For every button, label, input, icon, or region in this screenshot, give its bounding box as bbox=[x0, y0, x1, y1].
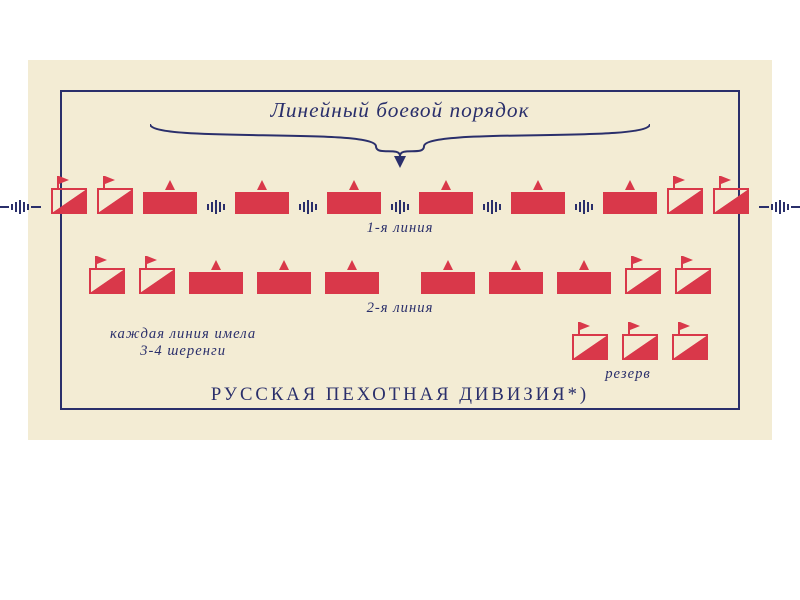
infantry-unit bbox=[489, 272, 543, 294]
advance-arrow-icon bbox=[533, 180, 543, 190]
skirmisher-icon bbox=[0, 200, 41, 214]
cavalry-flag-unit bbox=[675, 268, 711, 294]
advance-arrow-icon bbox=[443, 260, 453, 270]
advance-arrow-icon bbox=[349, 180, 359, 190]
cavalry-flag-unit bbox=[89, 268, 125, 294]
infantry-unit bbox=[327, 192, 381, 214]
advance-arrow-icon bbox=[279, 260, 289, 270]
cavalry-flag-unit bbox=[622, 334, 658, 360]
advance-arrow-icon bbox=[511, 260, 521, 270]
infantry-unit bbox=[603, 192, 657, 214]
infantry-unit bbox=[257, 272, 311, 294]
cavalry-flag-unit bbox=[713, 188, 749, 214]
infantry-unit bbox=[189, 272, 243, 294]
advance-arrow-icon bbox=[347, 260, 357, 270]
diagram-title: Линейный боевой порядок bbox=[0, 98, 800, 123]
infantry-unit bbox=[325, 272, 379, 294]
ranks-note: каждая линия имела 3-4 шеренги bbox=[110, 326, 256, 360]
advance-arrow-icon bbox=[165, 180, 175, 190]
advance-arrow-icon bbox=[211, 260, 221, 270]
ranks-note-line2: 3-4 шеренги bbox=[140, 343, 226, 359]
advance-arrow-icon bbox=[257, 180, 267, 190]
cavalry-flag-unit bbox=[139, 268, 175, 294]
skirmisher-icon bbox=[759, 200, 800, 214]
diagram-caption: РУССКАЯ ПЕХОТНАЯ ДИВИЗИЯ*) bbox=[0, 384, 800, 406]
line1-label: 1-я линия bbox=[0, 220, 800, 237]
line1-row bbox=[60, 188, 740, 214]
cavalry-flag-unit bbox=[667, 188, 703, 214]
cavalry-flag-unit bbox=[625, 268, 661, 294]
infantry-unit bbox=[143, 192, 197, 214]
infantry-unit bbox=[557, 272, 611, 294]
skirmisher-icon bbox=[207, 200, 225, 214]
ranks-note-line1: каждая линия имела bbox=[110, 326, 256, 342]
skirmisher-icon bbox=[391, 200, 409, 214]
cavalry-flag-unit bbox=[672, 334, 708, 360]
line2-row bbox=[60, 268, 740, 294]
advance-arrow-icon bbox=[441, 180, 451, 190]
line2-label: 2-я линия bbox=[0, 300, 800, 317]
skirmisher-icon bbox=[575, 200, 593, 214]
advance-arrow-icon bbox=[625, 180, 635, 190]
skirmisher-icon bbox=[483, 200, 501, 214]
skirmisher-icon bbox=[299, 200, 317, 214]
cavalry-flag-unit bbox=[51, 188, 87, 214]
infantry-unit bbox=[421, 272, 475, 294]
advance-arrow-icon bbox=[579, 260, 589, 270]
canvas: Линейный боевой порядок 1-я линия 2-я ли… bbox=[0, 0, 800, 600]
cavalry-flag-unit bbox=[572, 334, 608, 360]
reserve-label: резерв bbox=[548, 366, 708, 383]
reserve-row bbox=[572, 334, 708, 360]
curly-brace-icon bbox=[150, 124, 650, 170]
infantry-unit bbox=[235, 192, 289, 214]
infantry-unit bbox=[511, 192, 565, 214]
cavalry-flag-unit bbox=[97, 188, 133, 214]
infantry-unit bbox=[419, 192, 473, 214]
